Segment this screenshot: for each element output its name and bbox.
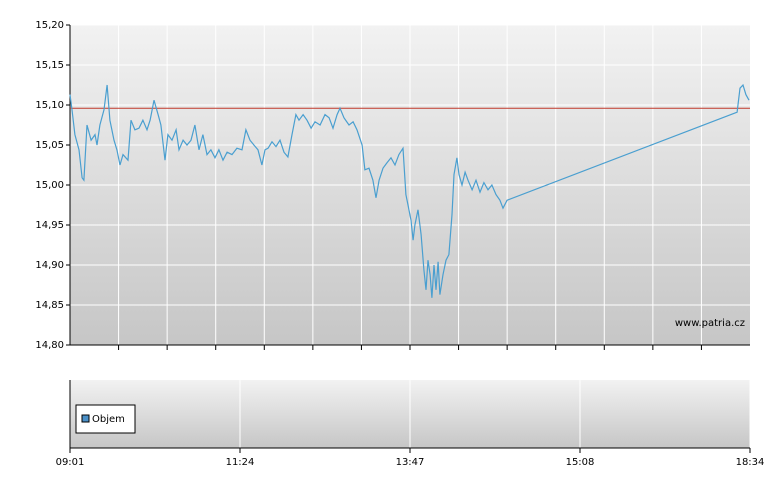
y-tick-label: 14,95 bbox=[35, 220, 64, 231]
y-tick-label: 15,10 bbox=[35, 100, 64, 111]
x-tick-label: 13:47 bbox=[396, 457, 425, 468]
y-tick-label: 15,00 bbox=[35, 180, 64, 191]
y-tick-label: 15,20 bbox=[35, 20, 64, 31]
legend-swatch bbox=[81, 414, 90, 423]
y-tick-label: 14,80 bbox=[35, 340, 64, 351]
x-tick-label: 09:01 bbox=[56, 457, 85, 468]
y-tick-label: 15,05 bbox=[35, 140, 64, 151]
x-tick-label: 11:24 bbox=[226, 457, 255, 468]
price-line bbox=[69, 83, 750, 298]
x-tick-label: 15:08 bbox=[566, 457, 595, 468]
legend-label: Objem bbox=[92, 414, 125, 425]
y-tick-label: 14,85 bbox=[35, 300, 64, 311]
y-tick-label: 15,15 bbox=[35, 60, 64, 71]
x-tick-label: 18:34 bbox=[736, 457, 765, 468]
watermark: www.patria.cz bbox=[675, 318, 745, 329]
y-tick-label: 14,90 bbox=[35, 260, 64, 271]
